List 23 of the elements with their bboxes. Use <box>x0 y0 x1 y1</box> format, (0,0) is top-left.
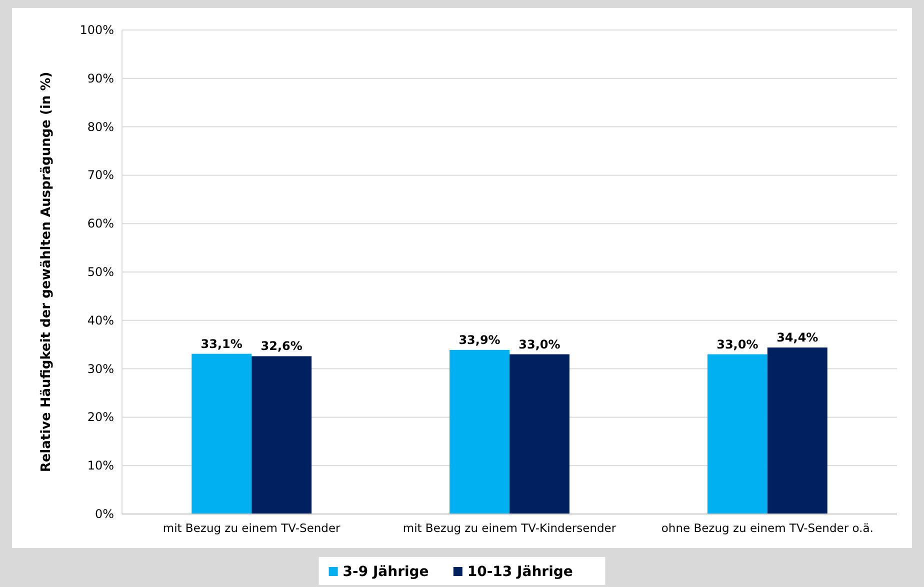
x-tick-label: mit Bezug zu einem TV-Kindersender <box>402 521 616 535</box>
y-tick-label: 70% <box>87 168 114 182</box>
y-tick-label: 50% <box>87 265 114 279</box>
y-tick-label: 30% <box>87 362 114 376</box>
y-tick-label: 100% <box>80 23 114 37</box>
data-label: 33,0% <box>716 337 758 352</box>
y-tick-label: 40% <box>87 313 114 328</box>
y-tick-label: 80% <box>87 120 114 134</box>
data-label: 33,1% <box>200 336 242 351</box>
data-label: 34,4% <box>776 330 818 345</box>
y-tick-label: 0% <box>94 507 114 521</box>
data-label: 33,9% <box>458 332 500 347</box>
y-tick-label: 60% <box>87 216 114 231</box>
x-tick-label: ohne Bezug zu einem TV-Sender o.ä. <box>661 521 874 535</box>
y-tick-label: 90% <box>87 71 114 86</box>
data-label: 32,6% <box>260 339 302 354</box>
data-label: 33,0% <box>518 337 560 352</box>
y-tick-label: 20% <box>87 410 114 424</box>
y-tick-label: 10% <box>87 458 114 473</box>
legend-label: 3-9 Jährige <box>342 564 429 580</box>
legend-label: 10-13 Jährige <box>467 564 573 580</box>
y-axis-title: Relative Häufigkeit der gewählten Ausprägunge (in %) <box>39 72 54 472</box>
x-tick-label: mit Bezug zu einem TV-Sender <box>162 521 341 535</box>
